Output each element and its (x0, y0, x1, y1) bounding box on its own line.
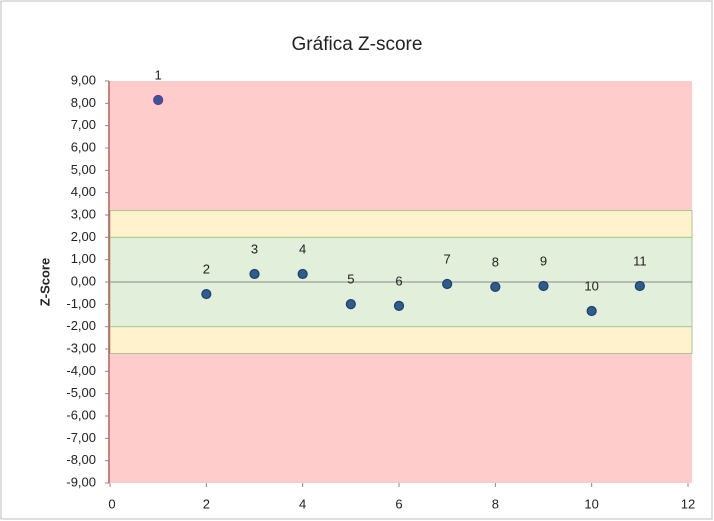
point (249, 268, 260, 280)
y-tick-label: -2,00 (66, 318, 96, 333)
y-tick-label: 7,00 (71, 117, 96, 132)
point-label: 8 (492, 254, 499, 269)
point-label: 5 (347, 272, 354, 287)
point (201, 288, 212, 300)
y-tick-label: 0,00 (71, 273, 96, 288)
x-tick-label: 4 (299, 496, 306, 511)
point (393, 300, 405, 311)
point (153, 94, 164, 106)
x-tick-label: 10 (584, 496, 598, 511)
y-tick-label: -5,00 (66, 385, 96, 400)
point (297, 268, 308, 280)
y-tick-label: -6,00 (66, 407, 96, 422)
y-tick-label: -9,00 (66, 474, 96, 489)
point-label: 1 (155, 67, 162, 82)
y-tick-label: 3,00 (71, 206, 96, 221)
point-label: 2 (203, 261, 210, 276)
point-label: 10 (584, 278, 598, 293)
y-tick-label: 8,00 (71, 95, 96, 110)
y-tick-label: 6,00 (71, 139, 96, 154)
point (538, 280, 549, 292)
y-tick-label: 1,00 (71, 251, 96, 266)
point-label: 4 (299, 241, 306, 256)
y-axis-title: Z-Score (37, 258, 52, 306)
x-tick-label: 0 (108, 496, 115, 511)
x-tick-label: 2 (203, 496, 210, 511)
point-label: 6 (395, 273, 402, 288)
x-tick-label: 6 (395, 496, 402, 511)
point (490, 281, 501, 293)
y-tick-label: 9,00 (71, 72, 96, 87)
x-tick-label: 8 (492, 496, 499, 511)
point-label: 7 (444, 251, 451, 266)
x-tick-label: 12 (681, 496, 695, 511)
y-tick-label: -1,00 (66, 296, 96, 311)
y-tick-label: -3,00 (66, 340, 96, 355)
point (634, 280, 645, 292)
y-tick-label: -7,00 (66, 430, 96, 445)
point (345, 299, 356, 310)
point-label: 9 (540, 253, 547, 268)
point (442, 278, 453, 290)
y-tick-label: 2,00 (71, 229, 96, 244)
point-label: 11 (633, 253, 647, 268)
y-tick-label: -4,00 (66, 363, 96, 378)
y-tick-label: 4,00 (71, 184, 96, 199)
point (586, 305, 597, 317)
y-tick-label: 5,00 (71, 162, 96, 177)
point-label: 3 (251, 241, 258, 256)
y-tick-label: -8,00 (66, 452, 96, 467)
chart-title: Gráfica Z-score (292, 34, 423, 55)
